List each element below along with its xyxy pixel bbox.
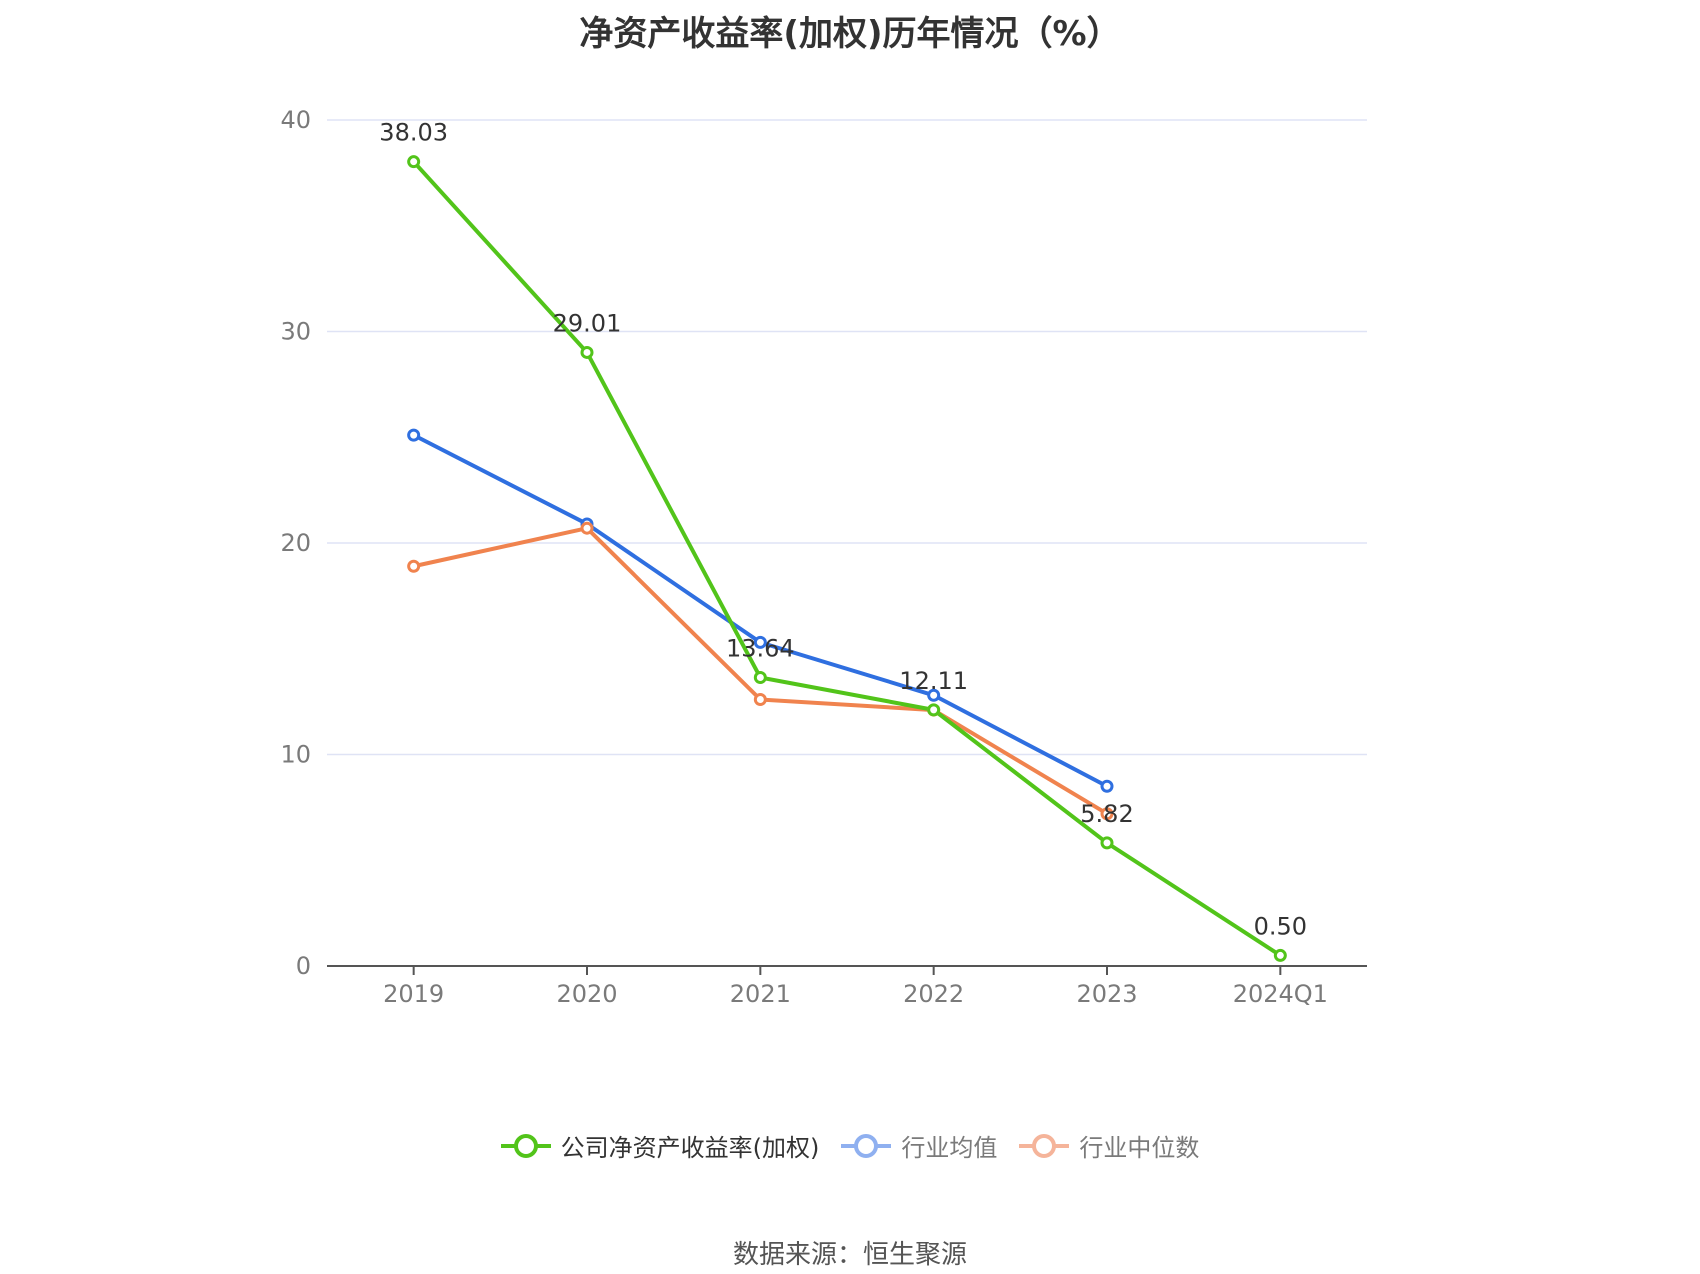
legend: 公司净资产收益率(加权) 行业均值 行业中位数 xyxy=(0,1128,1700,1163)
legend-item-industry-median[interactable]: 行业中位数 xyxy=(1019,1128,1199,1163)
data-point-company-roe xyxy=(927,703,941,717)
series-line-company-roe xyxy=(412,160,1282,958)
data-point-company-roe xyxy=(753,671,767,685)
data-label: 0.50 xyxy=(1254,912,1307,940)
data-label: 5.82 xyxy=(1080,800,1133,828)
data-point-company-roe xyxy=(580,345,594,359)
series-line-industry-median xyxy=(413,526,1109,816)
data-point-industry-median xyxy=(753,693,767,707)
x-tick-label: 2024Q1 xyxy=(1233,980,1328,1008)
x-tick-label: 2020 xyxy=(556,980,617,1008)
data-point-company-roe xyxy=(1100,836,1114,850)
grid-lines xyxy=(327,119,1367,756)
legend-label-industry-mean: 行业均值 xyxy=(901,1134,998,1162)
legend-label-company: 公司净资产收益率(加权) xyxy=(560,1134,820,1162)
legend-marker-industry-mean xyxy=(841,1133,892,1158)
data-point-industry-median xyxy=(407,559,421,573)
legend-marker-company xyxy=(500,1133,551,1158)
data-point-industry-mean xyxy=(407,428,421,442)
y-tick-label: 20 xyxy=(280,529,311,557)
data-point-industry-median xyxy=(1100,807,1114,821)
legend-item-industry-mean[interactable]: 行业均值 xyxy=(841,1128,997,1163)
y-axis-ticks: 0 10 20 30 40 xyxy=(280,106,311,980)
y-tick-label: 30 xyxy=(280,318,311,346)
data-label: 29.01 xyxy=(553,309,622,337)
data-point-industry-median xyxy=(580,521,594,535)
legend-item-company[interactable]: 公司净资产收益率(加权) xyxy=(500,1128,820,1163)
series-line-industry-mean xyxy=(412,433,1108,788)
data-point-industry-mean xyxy=(753,635,767,649)
data-point-company-roe xyxy=(407,155,421,169)
x-tick-label: 2022 xyxy=(903,980,964,1008)
y-tick-label: 10 xyxy=(280,741,311,769)
x-tick-label: 2023 xyxy=(1076,980,1137,1008)
chart-title: 净资产收益率(加权)历年情况（%） xyxy=(579,14,1121,54)
series-points xyxy=(407,155,1287,962)
x-tick-label: 2019 xyxy=(383,980,444,1008)
data-point-industry-mean xyxy=(1100,779,1114,793)
legend-marker-industry-median xyxy=(1019,1133,1070,1158)
legend-label-industry-median: 行业中位数 xyxy=(1079,1134,1200,1162)
data-labels: 38.03 29.01 13.64 12.11 5.82 0.50 xyxy=(379,119,1307,941)
data-label: 38.03 xyxy=(379,119,448,147)
x-tick-label: 2021 xyxy=(730,980,791,1008)
data-label: 13.64 xyxy=(726,635,795,663)
data-point-industry-mean xyxy=(927,688,941,702)
data-point-company-roe xyxy=(1273,948,1287,962)
y-tick-label: 40 xyxy=(280,106,311,134)
y-tick-label: 0 xyxy=(296,952,311,980)
data-source: 数据来源：恒生聚源 xyxy=(732,1240,967,1270)
x-axis: 2019 2020 2021 2022 2023 2024Q1 xyxy=(327,965,1367,1008)
data-label: 12.11 xyxy=(899,667,968,695)
series-lines xyxy=(412,160,1282,958)
